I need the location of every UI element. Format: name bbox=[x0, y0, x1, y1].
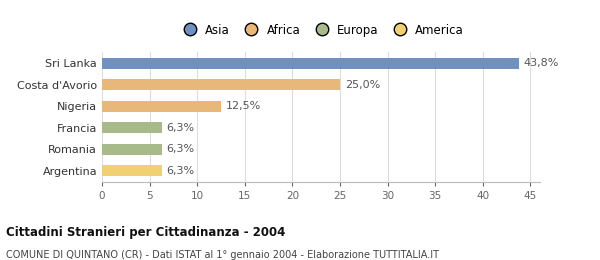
Bar bbox=[102, 144, 162, 155]
Text: Cittadini Stranieri per Cittadinanza - 2004: Cittadini Stranieri per Cittadinanza - 2… bbox=[6, 226, 286, 239]
Text: 6,3%: 6,3% bbox=[167, 166, 195, 176]
Bar bbox=[102, 58, 519, 69]
Text: 43,8%: 43,8% bbox=[524, 58, 559, 68]
Bar bbox=[102, 165, 162, 176]
Text: 6,3%: 6,3% bbox=[167, 123, 195, 133]
Legend: Asia, Africa, Europa, America: Asia, Africa, Europa, America bbox=[173, 19, 469, 41]
Bar bbox=[102, 79, 340, 90]
Text: 6,3%: 6,3% bbox=[167, 144, 195, 154]
Text: 25,0%: 25,0% bbox=[345, 80, 380, 90]
Bar bbox=[102, 122, 162, 133]
Text: COMUNE DI QUINTANO (CR) - Dati ISTAT al 1° gennaio 2004 - Elaborazione TUTTITALI: COMUNE DI QUINTANO (CR) - Dati ISTAT al … bbox=[6, 250, 439, 259]
Bar bbox=[102, 101, 221, 112]
Text: 12,5%: 12,5% bbox=[226, 101, 261, 111]
